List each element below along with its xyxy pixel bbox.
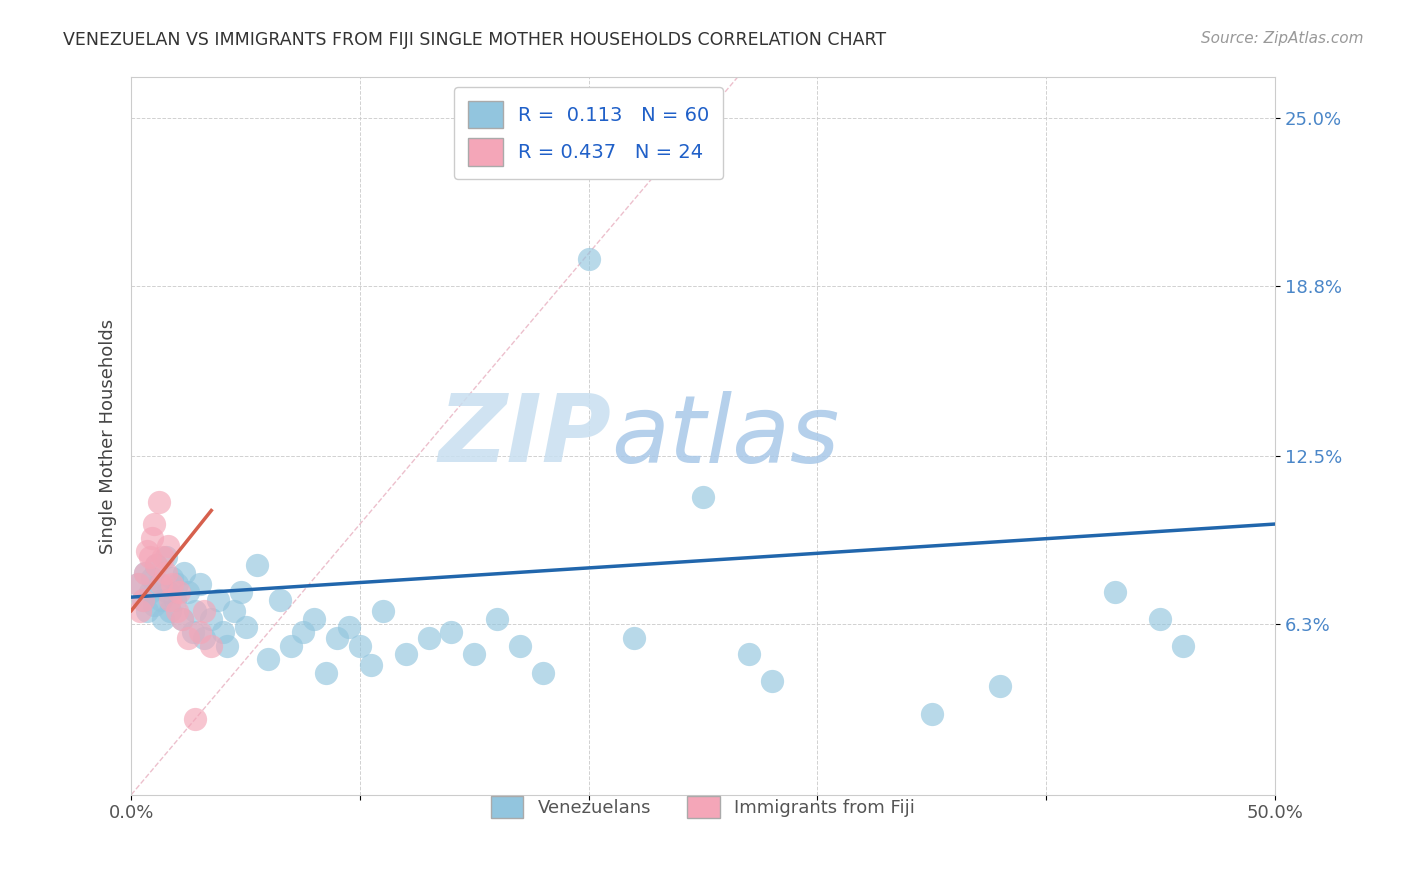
Point [127,576,149,591]
Point [418,631,440,645]
Point [149,576,172,591]
Point [291,625,314,640]
Point [143,517,166,532]
Point [188,576,211,591]
Point [463,647,485,661]
Point [315,665,337,680]
Point [177,584,200,599]
Point [152,612,174,626]
Point [162,576,184,591]
Point [193,604,215,618]
Point [371,604,394,618]
Point [235,620,257,634]
Point [159,604,181,618]
Point [1149,612,1171,626]
Point [141,531,163,545]
Point [224,604,246,618]
Point [921,706,943,721]
Point [184,712,207,726]
Point [1104,584,1126,599]
Point [155,566,177,580]
Point [486,612,509,626]
Point [131,592,153,607]
Point [229,584,252,599]
Point [184,604,207,618]
Point [134,566,156,580]
Text: ZIP: ZIP [439,390,612,482]
Point [200,612,222,626]
Point [127,576,149,591]
Point [156,539,179,553]
Point [326,631,349,645]
Point [149,592,172,607]
Point [1173,639,1195,653]
Point [337,620,360,634]
Point [440,625,463,640]
Point [173,566,195,580]
Point [156,584,179,599]
Point [138,549,160,564]
Point [395,647,418,661]
Point [166,604,188,618]
Point [166,576,188,591]
Point [136,604,159,618]
Point [136,544,159,558]
Y-axis label: Single Mother Households: Single Mother Households [100,318,117,554]
Point [623,631,645,645]
Point [141,571,163,585]
Point [129,604,152,618]
Point [269,592,291,607]
Text: atlas: atlas [612,391,839,482]
Point [181,625,204,640]
Point [531,665,554,680]
Point [170,612,193,626]
Point [360,657,382,672]
Point [193,631,215,645]
Point [148,495,170,509]
Legend: Venezuelans, Immigrants from Fiji: Venezuelans, Immigrants from Fiji [484,789,922,825]
Point [302,612,325,626]
Point [257,652,280,666]
Point [349,639,371,653]
Point [738,647,761,661]
Point [131,592,153,607]
Point [138,584,160,599]
Point [217,639,239,653]
Text: VENEZUELAN VS IMMIGRANTS FROM FIJI SINGLE MOTHER HOUSEHOLDS CORRELATION CHART: VENEZUELAN VS IMMIGRANTS FROM FIJI SINGL… [63,31,886,49]
Point [169,584,191,599]
Point [148,576,170,591]
Point [188,625,211,640]
Point [143,599,166,613]
Point [152,549,174,564]
Point [988,680,1011,694]
Point [145,558,167,572]
Point [170,612,193,626]
Point [134,566,156,580]
Point [280,639,302,653]
Point [246,558,269,572]
Point [509,639,531,653]
Point [163,592,186,607]
Point [162,571,184,585]
Point [578,252,600,266]
Point [200,639,222,653]
Point [692,490,714,504]
Point [207,592,229,607]
Text: Source: ZipAtlas.com: Source: ZipAtlas.com [1201,31,1364,46]
Point [145,558,167,572]
Point [761,674,783,689]
Point [177,631,200,645]
Point [155,549,177,564]
Point [211,625,233,640]
Point [159,592,181,607]
